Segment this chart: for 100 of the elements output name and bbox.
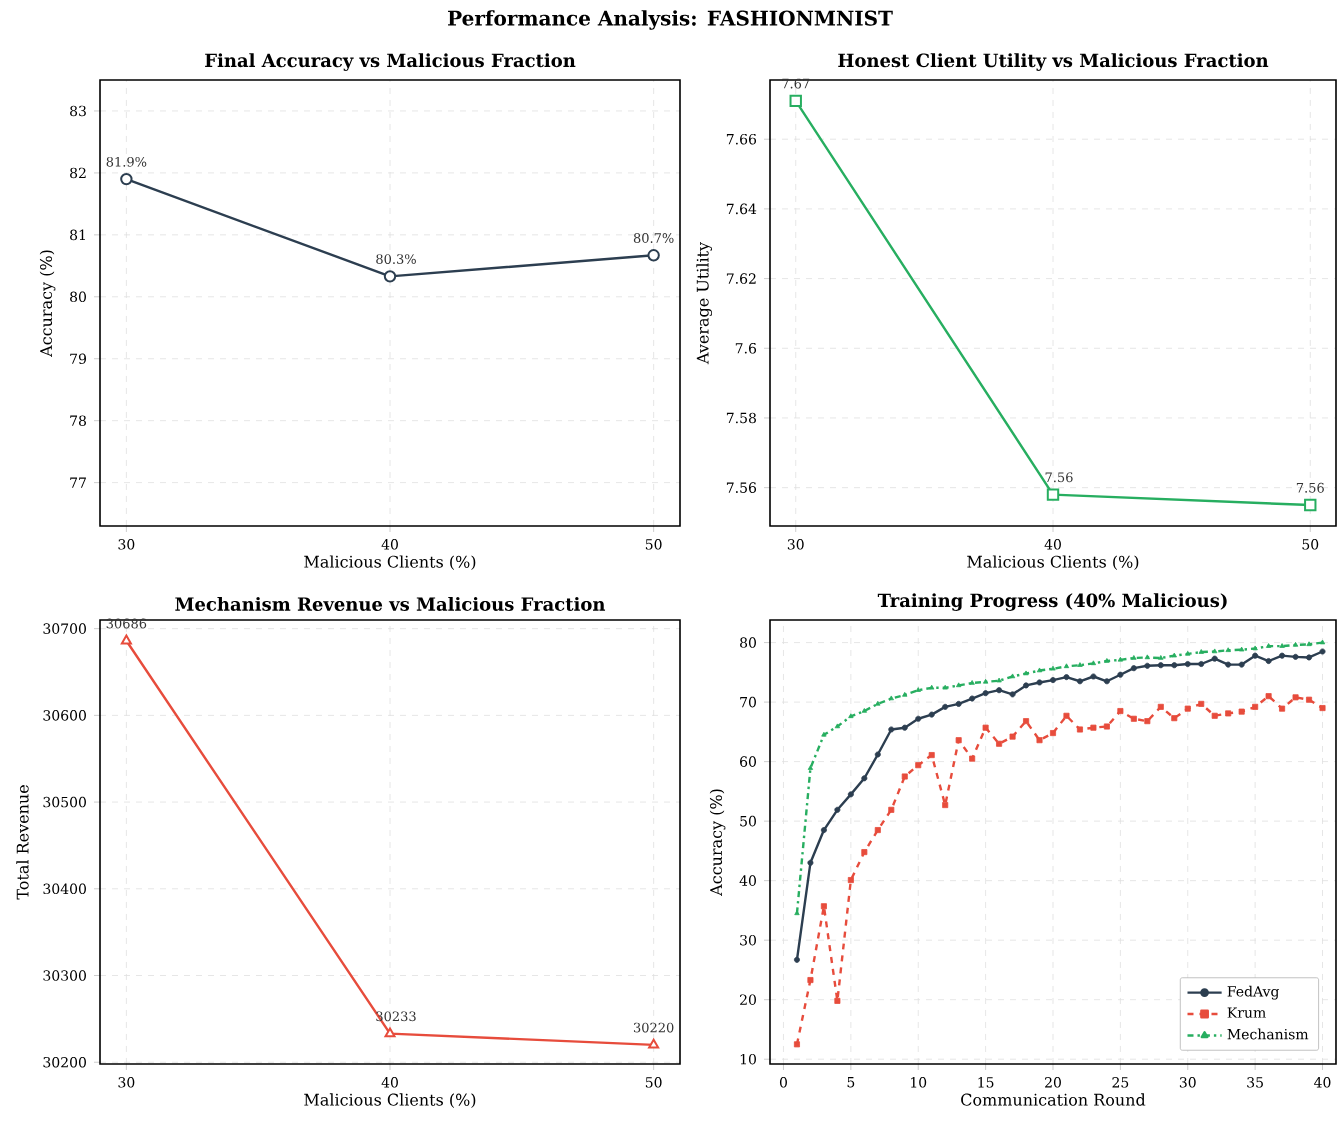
point xyxy=(1009,733,1016,740)
point xyxy=(789,94,802,108)
point xyxy=(1292,694,1299,701)
point xyxy=(861,775,868,782)
x-axis-title: Communication Round xyxy=(961,1093,1146,1106)
point xyxy=(1265,658,1272,665)
chart-title: Honest Client Utility vs Malicious Fraction xyxy=(838,53,1269,71)
point xyxy=(820,903,827,910)
point xyxy=(1252,652,1259,659)
point xyxy=(1211,655,1218,662)
point xyxy=(384,1027,396,1038)
point xyxy=(969,755,976,762)
point xyxy=(1046,488,1060,501)
x-axis-title: Malicious Clients (%) xyxy=(304,1093,476,1108)
point xyxy=(1306,654,1313,661)
point xyxy=(820,827,827,834)
point xyxy=(874,827,881,834)
point xyxy=(1076,726,1083,733)
point xyxy=(1144,718,1151,725)
point xyxy=(1319,648,1326,655)
point xyxy=(1036,737,1043,744)
point xyxy=(1090,673,1097,680)
point xyxy=(1103,723,1110,730)
point xyxy=(861,849,868,856)
point xyxy=(1292,653,1299,660)
point xyxy=(1265,693,1272,700)
point xyxy=(1036,679,1043,686)
point xyxy=(793,1041,800,1048)
point xyxy=(1238,708,1245,715)
y-axis-title: Average Utility xyxy=(696,241,713,365)
point xyxy=(1009,691,1016,698)
y-axis-title: Total Revenue xyxy=(16,785,29,900)
point xyxy=(834,806,841,813)
point xyxy=(928,711,935,718)
point xyxy=(874,751,881,758)
point xyxy=(120,634,132,645)
point xyxy=(120,172,133,186)
point xyxy=(1319,705,1326,712)
chart-title: Mechanism Revenue vs Malicious Fraction xyxy=(175,596,606,611)
point xyxy=(1130,715,1137,722)
point xyxy=(996,687,1003,694)
point xyxy=(847,877,854,884)
point xyxy=(901,773,908,780)
point xyxy=(915,715,922,722)
point xyxy=(928,752,935,759)
point xyxy=(1144,662,1151,669)
point xyxy=(942,703,949,710)
point xyxy=(1252,703,1259,710)
point xyxy=(915,762,922,769)
point xyxy=(1171,715,1178,722)
point xyxy=(1304,498,1317,512)
point xyxy=(1050,730,1056,737)
point xyxy=(996,740,1003,747)
point xyxy=(901,724,908,731)
point xyxy=(1157,703,1164,710)
point xyxy=(888,806,895,813)
point xyxy=(847,791,854,798)
point xyxy=(834,997,841,1004)
point xyxy=(1090,724,1097,731)
point xyxy=(1279,705,1286,712)
point xyxy=(1306,696,1313,703)
point xyxy=(1063,674,1070,681)
point xyxy=(1198,700,1205,707)
point xyxy=(1238,661,1245,668)
point xyxy=(648,1038,660,1049)
point xyxy=(1225,710,1232,717)
point xyxy=(1130,665,1137,672)
point xyxy=(1023,718,1030,725)
point xyxy=(969,695,976,702)
point xyxy=(1171,662,1178,669)
point xyxy=(383,270,397,283)
point xyxy=(807,977,814,984)
point xyxy=(982,690,989,697)
point xyxy=(955,700,962,707)
y-axis-title: Accuracy (%) xyxy=(709,789,726,896)
point xyxy=(888,726,895,733)
point xyxy=(1279,652,1286,659)
point xyxy=(982,724,989,731)
point xyxy=(942,802,949,809)
point xyxy=(1050,677,1056,684)
point xyxy=(1198,661,1205,668)
point xyxy=(1211,712,1218,719)
point xyxy=(955,737,962,744)
point xyxy=(1023,682,1030,689)
text: Performance Analysis: FASHIONMNIST xyxy=(448,10,893,30)
point xyxy=(1225,661,1232,668)
point xyxy=(1184,661,1191,668)
point xyxy=(1117,671,1124,678)
point xyxy=(1103,678,1110,685)
point xyxy=(793,956,800,963)
point xyxy=(1076,678,1083,685)
chart-title: Training Progress (40% Malicious) xyxy=(877,593,1227,611)
point xyxy=(1117,708,1124,715)
point xyxy=(1063,712,1070,719)
x-axis-title: Malicious Clients (%) xyxy=(304,555,476,570)
y-axis-title: Accuracy (%) xyxy=(39,250,56,357)
chart-title: Final Accuracy vs Malicious Fraction xyxy=(205,53,576,71)
point xyxy=(1184,705,1191,712)
point xyxy=(1157,662,1164,669)
point xyxy=(807,859,814,866)
